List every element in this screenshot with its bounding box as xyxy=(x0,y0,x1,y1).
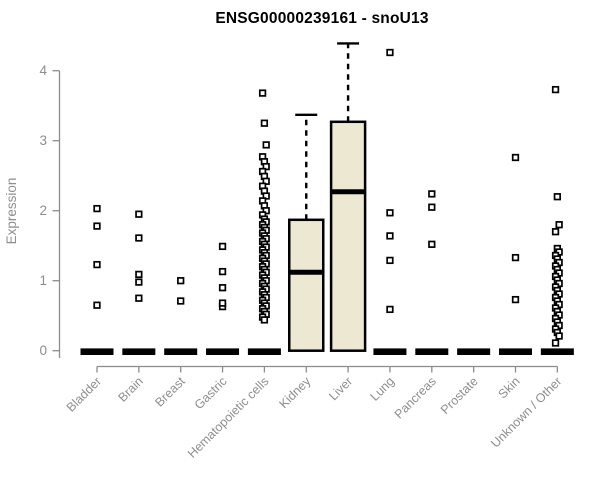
x-axis-category-label: Skin xyxy=(496,374,523,401)
collapsed-box-bar xyxy=(247,348,281,355)
y-tick-label: 0 xyxy=(39,343,47,358)
plot-content: 0 1 2 3 4 Bladder Brain Breast GastricHematopoie… xyxy=(39,42,574,461)
outlier-point xyxy=(553,193,561,201)
outlier-point xyxy=(511,295,520,304)
outlier-point xyxy=(93,222,101,230)
collapsed-box-bar xyxy=(206,348,240,355)
outlier-point xyxy=(135,210,143,218)
outlier-point xyxy=(93,260,101,269)
x-axis-category-label: Prostate xyxy=(438,374,481,417)
outlier-point xyxy=(177,297,185,305)
outlier-point xyxy=(428,203,436,211)
outlier-point xyxy=(428,190,436,198)
outlier-point xyxy=(260,119,269,127)
outlier-point xyxy=(93,204,101,213)
box xyxy=(288,218,325,352)
outlier-point xyxy=(93,301,101,309)
collapsed-box-bar xyxy=(164,348,198,355)
outlier-point xyxy=(260,316,269,324)
outlier-point xyxy=(218,267,227,276)
outlier-point xyxy=(511,253,520,262)
outlier-point xyxy=(135,278,143,286)
collapsed-box-bar xyxy=(122,348,156,355)
outlier-point xyxy=(551,85,560,94)
box xyxy=(329,120,367,352)
x-axis-category-label: Breast xyxy=(152,374,188,410)
y-tick-label: 4 xyxy=(39,63,47,78)
x-axis-category-label: Hematopoietic cells xyxy=(185,374,272,461)
outlier-point xyxy=(218,299,227,307)
outlier-point xyxy=(428,240,436,248)
outlier-point xyxy=(551,228,560,236)
y-tick-label: 2 xyxy=(39,203,47,218)
x-axis-category-label: Liver xyxy=(326,374,355,403)
outlier-point xyxy=(386,232,394,240)
x-axis-category-label: Bladder xyxy=(64,374,104,414)
outlier-point xyxy=(386,48,394,57)
collapsed-box-bar xyxy=(540,348,574,355)
x-axis-category-label: Pancreas xyxy=(392,374,439,421)
outlier-point xyxy=(511,153,520,162)
outlier-point xyxy=(555,332,563,340)
collapsed-box-bar xyxy=(499,348,532,355)
collapsed-box-bar xyxy=(457,348,491,355)
x-axis-category-label: Kidney xyxy=(276,374,313,411)
collapsed-box-bar xyxy=(415,348,449,355)
outlier-point xyxy=(218,242,227,251)
outlier-point xyxy=(262,141,270,149)
outlier-point xyxy=(135,270,143,279)
outlier-point xyxy=(555,221,563,229)
outlier-point xyxy=(218,284,227,292)
chart-title: ENSG00000239161 - snoU13 xyxy=(215,10,429,27)
y-tick-label: 3 xyxy=(39,133,47,148)
outlier-point xyxy=(386,305,394,314)
outlier-point xyxy=(135,294,143,302)
outlier-point xyxy=(258,89,267,97)
collapsed-box-bar xyxy=(373,348,407,355)
outlier-point xyxy=(386,209,394,217)
collapsed-box-bar xyxy=(80,348,114,355)
x-axis-category-label: Unknown / Other xyxy=(488,374,564,450)
y-tick-label: 1 xyxy=(39,273,47,288)
x-axis-category-label: Lung xyxy=(368,374,398,404)
x-axis-category-label: Brain xyxy=(115,374,146,405)
outlier-point xyxy=(135,234,143,242)
x-axis-category-label: Gastric xyxy=(192,374,230,412)
y-axis-title: Expression xyxy=(4,178,19,245)
outlier-point xyxy=(551,339,560,347)
outlier-point xyxy=(386,256,394,265)
outlier-point xyxy=(177,277,185,285)
